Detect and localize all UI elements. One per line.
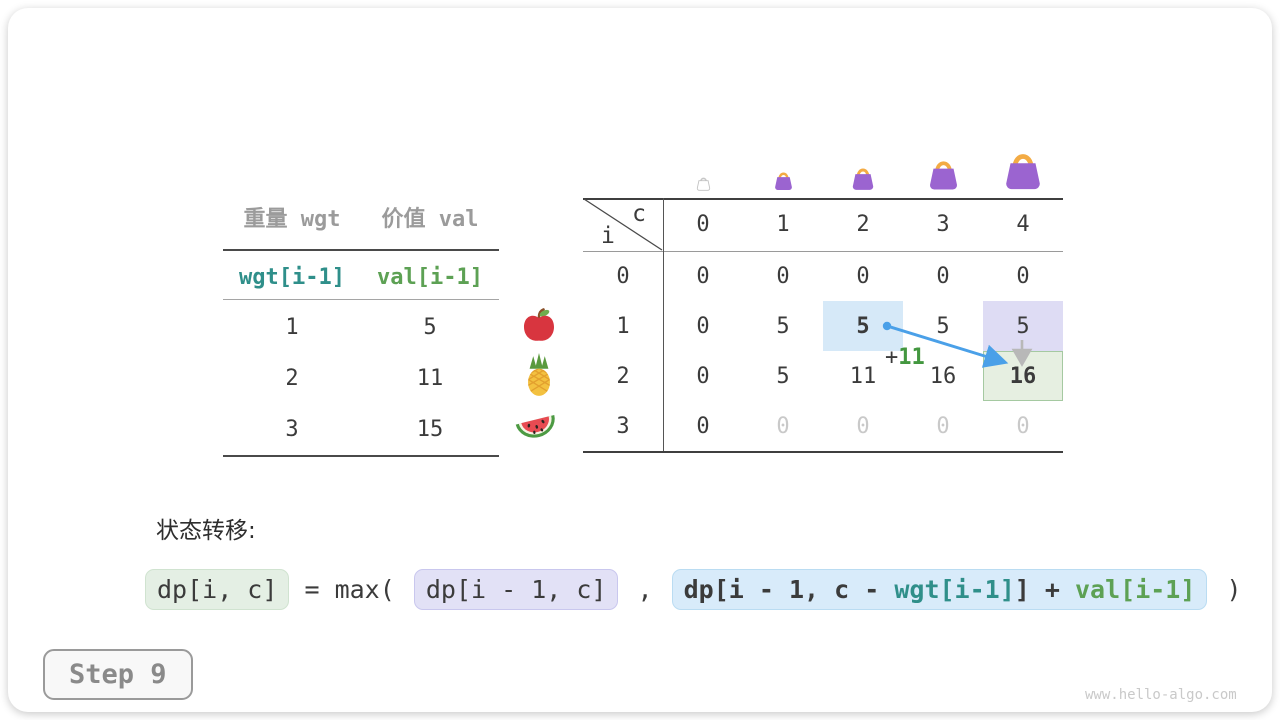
handbag-icon-4	[983, 126, 1063, 194]
item-1-value: 5	[423, 315, 437, 340]
corner-diagonal-line	[583, 198, 663, 251]
dp-table-bottom-border	[583, 451, 1063, 453]
dp-col-header-4: 4	[1016, 212, 1030, 237]
dp-row-3: 3 0 0 0 0 0	[583, 401, 1063, 451]
dp-cell-2-3: 16	[929, 363, 957, 389]
plus-sign: +	[885, 345, 899, 370]
arg2-dp-part: dp[i - 1, c -	[683, 574, 895, 604]
item-1-weight: 1	[285, 315, 299, 340]
dp-cell-2-1: 5	[776, 363, 790, 389]
dp-cell-2-4-target: 16	[983, 351, 1063, 401]
dp-table-vertical-border	[663, 198, 664, 451]
item-2-value: 11	[416, 366, 444, 391]
formula-max-operator: = max(	[289, 574, 410, 604]
site-watermark: www.hello-algo.com	[1085, 687, 1237, 703]
dp-cell-3-4: 0	[1016, 413, 1030, 439]
dp-row-header-2: 2	[616, 363, 630, 389]
dp-col-header-3: 3	[936, 212, 950, 237]
handbag-icon-empty	[663, 126, 743, 194]
figure-card: 重量 wgt 价值 val wgt[i-1] val[i-1] 1 5 2 11…	[8, 8, 1272, 712]
dp-cell-1-1: 5	[776, 313, 790, 339]
dp-row-header-0: 0	[616, 263, 630, 289]
step-badge: Step 9	[43, 649, 193, 700]
formula-arg2-box: dp[i - 1, c - wgt[i-1]] + val[i-1]	[671, 568, 1208, 610]
dp-cell-0-0: 0	[696, 263, 710, 289]
divider	[223, 299, 499, 300]
dp-cell-1-4-skip: 5	[983, 301, 1063, 351]
dp-row-2: 2 0 5 11 16 16	[583, 351, 1063, 401]
dp-cell-0-4: 0	[1016, 263, 1030, 289]
dp-col-header-1: 1	[776, 212, 790, 237]
handbag-icon-2	[823, 126, 903, 194]
item-row-3: 3 15	[223, 413, 499, 447]
arg2-val-part: val[i-1]	[1074, 574, 1196, 604]
capacity-var-label: c	[632, 201, 646, 227]
dp-row-header-1: 1	[616, 313, 630, 339]
added-value-annotation: +11	[885, 345, 925, 370]
wgt-index-label: wgt[i-1]	[239, 265, 345, 290]
formula-comma: ,	[622, 574, 668, 604]
dp-cell-3-3: 0	[936, 413, 950, 439]
formula-lhs-box: dp[i, c]	[145, 568, 290, 610]
items-table-header: 重量 wgt 价值 val	[223, 203, 499, 237]
item-3-weight: 3	[285, 417, 299, 442]
dp-table-header-border	[583, 251, 1063, 252]
apple-icon	[521, 307, 557, 347]
dp-cell-1-2-source: 5	[823, 301, 903, 351]
dp-corner-cell: c i	[583, 198, 663, 251]
divider	[223, 455, 499, 457]
items-table-index-row: wgt[i-1] val[i-1]	[223, 261, 499, 295]
pineapple-icon	[520, 352, 558, 402]
dp-cell-1-0: 0	[696, 313, 710, 339]
formula-arg1-box: dp[i - 1, c]	[413, 568, 619, 610]
item-3-value: 15	[416, 417, 444, 442]
arg2-bracket-part: ] +	[1014, 574, 1075, 604]
dp-cell-0-1: 0	[776, 263, 790, 289]
item-row-2: 2 11	[223, 362, 499, 396]
formula-close-paren: )	[1211, 574, 1242, 604]
capacity-bags-row	[663, 126, 1063, 194]
dp-cell-3-0: 0	[696, 413, 710, 439]
dp-table: c i 0 1 2 3 4 0 0 0 0 0 0 1 0 5 5 5 5 2	[583, 198, 1063, 454]
dp-col-header-0: 0	[696, 212, 710, 237]
dp-cell-2-2: 11	[849, 363, 877, 389]
item-var-label: i	[601, 223, 615, 249]
val-index-label: val[i-1]	[377, 265, 483, 290]
dp-column-headers: 0 1 2 3 4	[663, 198, 1063, 251]
dp-cell-3-2: 0	[856, 413, 870, 439]
divider	[223, 249, 499, 251]
dp-row-1: 1 0 5 5 5 5	[583, 301, 1063, 351]
dp-cell-1-3: 5	[936, 313, 950, 339]
dp-table-top-border	[583, 198, 1063, 200]
dp-col-header-2: 2	[856, 212, 870, 237]
weight-column-header: 重量 wgt	[243, 207, 341, 232]
transition-formula: dp[i, c] = max( dp[i - 1, c] , dp[i - 1,…	[145, 566, 1242, 612]
value-column-header: 价值 val	[381, 207, 479, 232]
dp-cell-3-1: 0	[776, 413, 790, 439]
dp-cell-0-2: 0	[856, 263, 870, 289]
handbag-icon-3	[903, 126, 983, 194]
dp-row-header-3: 3	[616, 413, 630, 439]
item-row-1: 1 5	[223, 311, 499, 345]
watermelon-icon	[513, 408, 559, 452]
arg2-wgt-part: wgt[i-1]	[894, 574, 1015, 604]
dp-cell-0-3: 0	[936, 263, 950, 289]
item-2-weight: 2	[285, 366, 299, 391]
transition-section-label: 状态转移:	[156, 518, 256, 544]
dp-row-0: 0 0 0 0 0 0	[583, 251, 1063, 301]
added-value: 11	[898, 345, 925, 370]
dp-cell-2-0: 0	[696, 363, 710, 389]
handbag-icon-1	[743, 126, 823, 194]
